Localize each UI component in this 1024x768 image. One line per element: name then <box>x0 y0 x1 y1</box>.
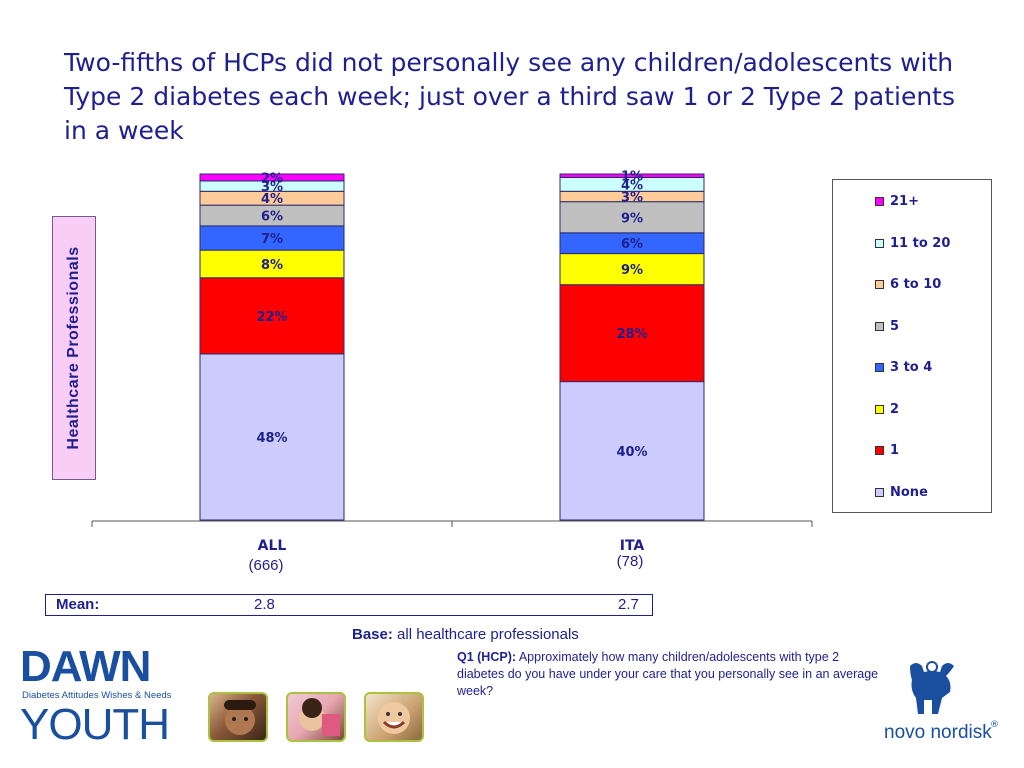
legend-item: 1 <box>875 443 899 458</box>
category-label: ALL <box>258 538 287 554</box>
child-photo-3 <box>364 692 424 742</box>
data-label: 3% <box>261 180 283 195</box>
bar-segment <box>559 381 705 521</box>
mean-value-ita: 2.7 <box>618 596 639 613</box>
data-label: 22% <box>256 310 287 325</box>
legend-label: 21+ <box>890 194 919 209</box>
legend-swatch <box>875 238 884 248</box>
legend-swatch <box>875 321 884 331</box>
legend-label: 11 to 20 <box>890 235 951 251</box>
dawn-word: DAWN <box>20 642 151 691</box>
dawn-youth-logo: DAWN Diabetes Attitudes Wishes & Needs Y… <box>20 645 200 750</box>
legend-label: 2 <box>890 401 900 417</box>
bar-segment <box>559 284 705 383</box>
child-face-icon <box>224 700 256 735</box>
legend-swatch <box>875 487 884 497</box>
data-label: 1% <box>621 170 643 185</box>
child-face-icon <box>378 702 410 734</box>
bar-segment <box>559 253 705 286</box>
chart-legend: 21+ 11 to 20 6 to 10 5 3 to 4 2 1 None <box>832 179 992 513</box>
data-label: 8% <box>261 258 283 273</box>
legend-item: 6 to 10 <box>875 277 941 292</box>
base-note: Base: all healthcare professionals <box>352 626 579 643</box>
bar-segment <box>199 353 345 521</box>
data-label: 28% <box>616 327 647 342</box>
legend-label: None <box>890 484 928 500</box>
legend-swatch <box>875 404 884 414</box>
bar-segment <box>559 201 705 234</box>
category-base: (78) <box>617 553 644 570</box>
mean-label: Mean: <box>56 596 100 613</box>
legend-swatch <box>875 197 884 206</box>
data-label: 9% <box>621 211 643 226</box>
legend-label: 5 <box>890 318 900 334</box>
data-label: 6% <box>621 237 643 252</box>
bar-segment <box>199 173 345 182</box>
bar-segment <box>199 277 345 355</box>
category-base: (666) <box>248 557 283 574</box>
legend-label: 6 to 10 <box>890 277 942 292</box>
category-label: ITA <box>620 538 645 554</box>
legend-swatch <box>875 280 884 289</box>
bar-segment <box>199 225 345 251</box>
legend-item: 5 <box>875 319 899 334</box>
stacked-bar-chart: 48%22%8%7%6%4%3%2%ALL(666)40%28%9%6%9%3%… <box>91 170 813 574</box>
novo-nordisk-logo: novo nordisk ® <box>880 658 1010 758</box>
data-label: 7% <box>261 232 283 247</box>
bar-segment <box>559 173 705 178</box>
legend-item: None <box>875 485 928 500</box>
legend-item: 3 to 4 <box>875 360 932 375</box>
axis-side-label: Healthcare Professionals <box>52 216 96 480</box>
page-title: Two-fifths of HCPs did not personally se… <box>64 48 956 145</box>
data-label: 6% <box>261 210 283 225</box>
question-text: Approximately how many children/adolesce… <box>457 650 879 698</box>
data-label: 4% <box>261 192 283 207</box>
youth-word: YOUTH <box>20 700 170 749</box>
dawn-tagline: Diabetes Attitudes Wishes & Needs <box>22 690 172 701</box>
question-note: Q1 (HCP): Approximately how many childre… <box>457 649 887 700</box>
data-label: 3% <box>621 190 643 205</box>
question-label: Q1 (HCP): <box>457 650 517 664</box>
child-photo-2 <box>286 692 346 742</box>
legend-item: 21+ <box>875 194 919 209</box>
legend-label: 3 to 4 <box>890 360 933 375</box>
apis-bull-icon <box>910 661 954 714</box>
base-label: Base: <box>352 626 393 643</box>
legend-swatch <box>875 446 884 455</box>
data-label: 48% <box>256 431 287 446</box>
legend-label: 1 <box>890 443 900 458</box>
mean-row: Mean: 2.8 2.7 <box>45 594 653 616</box>
legend-item: 11 to 20 <box>875 236 950 251</box>
base-text: all healthcare professionals <box>397 626 579 643</box>
registered-mark: ® <box>990 720 999 730</box>
mean-value-all: 2.8 <box>254 596 275 613</box>
child-face-icon <box>299 698 340 736</box>
novo-nordisk-wordmark: novo nordisk <box>884 722 992 743</box>
bar-segment <box>199 249 345 279</box>
data-label: 2% <box>261 171 283 186</box>
data-label: 40% <box>616 445 647 460</box>
legend-item: 2 <box>875 402 899 417</box>
data-label: 4% <box>621 178 643 193</box>
data-label: 9% <box>621 263 643 278</box>
child-photo-1 <box>208 692 268 742</box>
legend-swatch <box>875 363 884 372</box>
